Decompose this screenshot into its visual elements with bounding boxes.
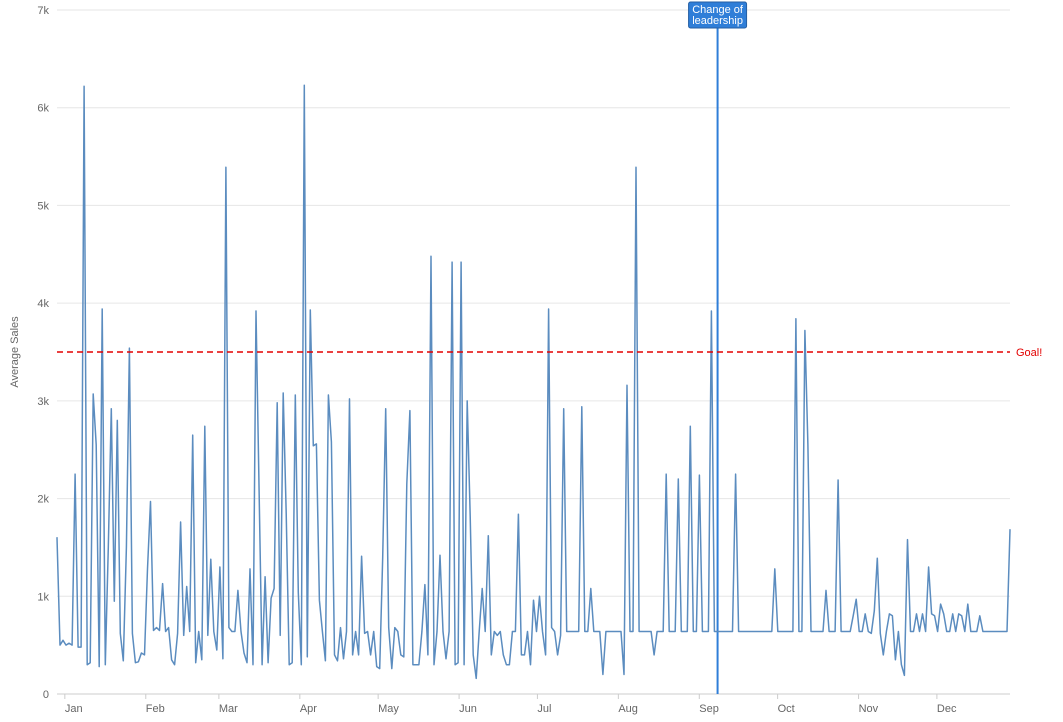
x-tick-label: Aug	[618, 703, 638, 715]
y-tick-label: 7k	[37, 5, 49, 17]
x-tick-label: Jan	[65, 703, 83, 715]
y-tick-label: 5k	[37, 200, 49, 212]
x-tick-label: Jul	[537, 703, 551, 715]
y-tick-label: 1k	[37, 591, 49, 603]
y-tick-label: 3k	[37, 396, 49, 408]
y-axis-title: Average Sales	[9, 316, 21, 388]
chart-svg: 0 1k 2k 3k 4k 5k 6k 7k Jan Feb Mar Apr May Jun Jul Aug S…	[0, 0, 1063, 722]
goal-label: Goal!	[1016, 347, 1042, 359]
x-tick-label: Oct	[778, 703, 795, 715]
annotation-text-line2: leadership	[692, 15, 743, 27]
y-tick-label: 6k	[37, 103, 49, 115]
y-tick-label: 4k	[37, 298, 49, 310]
y-tick-label: 0	[43, 689, 49, 701]
x-tick-label: Jun	[459, 703, 477, 715]
x-tick-label: Mar	[219, 703, 238, 715]
x-tick-label: Dec	[937, 703, 957, 715]
x-tick-label: Apr	[300, 703, 317, 715]
x-tick-label: May	[378, 703, 399, 715]
x-tick-label: Nov	[859, 703, 879, 715]
x-tick-label: Feb	[146, 703, 165, 715]
line-chart: 0 1k 2k 3k 4k 5k 6k 7k Jan Feb Mar Apr May Jun Jul Aug S…	[0, 0, 1063, 722]
x-tick-label: Sep	[699, 703, 719, 715]
y-tick-label: 2k	[37, 494, 49, 506]
data-series-line	[57, 85, 1010, 678]
